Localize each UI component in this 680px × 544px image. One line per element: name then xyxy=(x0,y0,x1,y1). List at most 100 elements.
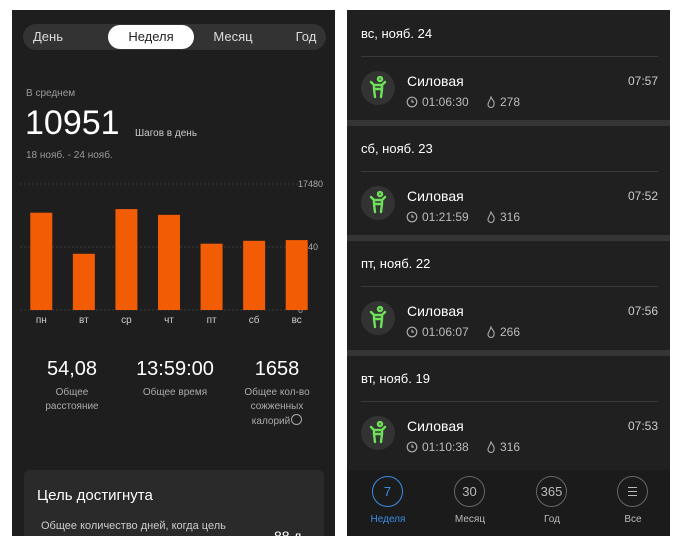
clock-face xyxy=(406,211,418,223)
icon-figure xyxy=(369,420,387,444)
menu-line xyxy=(628,491,637,492)
bar-chart: 0874017480пнвтсрчтптсбвс xyxy=(20,179,323,325)
stat-value: 54,08 xyxy=(46,358,98,380)
activity-icon xyxy=(361,71,395,105)
clock-icon xyxy=(406,326,418,338)
x-tick-label: чт xyxy=(164,315,174,325)
x-tick-label: сб xyxy=(249,314,260,325)
icon-figure xyxy=(369,305,387,329)
clock-hands xyxy=(411,444,414,448)
day-date: пт, нояб. 22 xyxy=(361,256,431,271)
calories: 316 xyxy=(500,210,521,224)
stat-label: Общее кол-во сожженных калорий xyxy=(244,387,310,427)
nav-circle: 365 xyxy=(536,476,567,507)
icon-figure xyxy=(369,75,387,99)
duration: 01:10:38 xyxy=(422,440,469,454)
icon-figure xyxy=(369,190,387,214)
info-icon xyxy=(291,414,303,425)
bottom-nav: 7 Неделя 30 Месяц 365 Год Все xyxy=(347,470,670,536)
stat-label: Общее время xyxy=(142,387,208,398)
activity-icon xyxy=(361,416,395,450)
goal-text: Общее количество дней, когда цель xyxy=(41,520,226,532)
menu-line xyxy=(628,487,637,488)
activity-time: 07:52 xyxy=(627,189,658,203)
flame xyxy=(487,96,495,108)
flame-icon xyxy=(487,96,495,108)
clock-face xyxy=(406,441,418,453)
nav-label: Год xyxy=(544,514,560,525)
calories: 266 xyxy=(500,325,521,339)
bar xyxy=(200,243,223,310)
activity-name: Силовая xyxy=(407,73,464,89)
day-date: сб, нояб. 23 xyxy=(361,141,433,156)
x-tick-label: пн xyxy=(36,315,47,325)
divider xyxy=(361,401,658,402)
duration: 01:06:30 xyxy=(422,95,469,109)
y-tick-label: 8740 xyxy=(298,242,318,252)
average-label: В среднем xyxy=(26,88,76,99)
clock-hands xyxy=(411,329,414,333)
bar xyxy=(158,214,180,310)
nav-circle: 30 xyxy=(454,476,485,507)
divider xyxy=(361,286,658,287)
tab[interactable]: Неделя xyxy=(108,25,194,49)
clock-hands xyxy=(411,99,414,103)
y-tick-label: 17480 xyxy=(298,179,323,189)
day-date: вт, нояб. 19 xyxy=(361,371,430,386)
bar xyxy=(72,253,95,310)
summary-panel: День Неделя Месяц Год В среднем 10951 Шагов в … xyxy=(12,10,335,536)
x-tick-label: пт xyxy=(207,315,217,325)
tab[interactable]: День xyxy=(33,29,63,44)
clock-icon xyxy=(406,441,418,453)
flame xyxy=(487,211,495,223)
goal-card: Цель достигнута Общее количество дней, ко… xyxy=(24,470,324,536)
x-tick-label: вт xyxy=(79,315,89,325)
clock-hands xyxy=(411,214,414,218)
nav-button[interactable]: 30 Месяц xyxy=(440,474,500,534)
flame-icon xyxy=(487,441,495,453)
nav-button[interactable]: Все xyxy=(603,474,663,534)
activity-icon xyxy=(361,301,395,335)
flame-icon xyxy=(487,326,495,338)
tab[interactable]: Месяц xyxy=(213,29,253,44)
tab-bar: День Неделя Месяц Год xyxy=(23,24,326,50)
nav-label: Все xyxy=(624,514,642,525)
bar xyxy=(243,240,266,310)
clock-face xyxy=(406,326,418,338)
activity-time: 07:56 xyxy=(627,304,658,318)
tab[interactable]: Год xyxy=(295,29,317,44)
flame xyxy=(487,441,495,453)
bar xyxy=(285,240,308,310)
clock-icon xyxy=(406,96,418,108)
stat-label: Общее расстояние xyxy=(45,387,99,412)
activity-icon xyxy=(361,186,395,220)
nav-circle: 7 xyxy=(372,476,403,507)
menu-line xyxy=(628,495,637,496)
history-panel: вс, нояб. 24 Силовая 07:57 01:06:30 278 сб, н… xyxy=(347,10,670,536)
stat-value: 1658 xyxy=(254,358,300,380)
calories: 278 xyxy=(500,95,521,109)
average-value: 10951 xyxy=(25,104,120,142)
activity-name: Силовая xyxy=(407,188,464,204)
goal-value: 88 д xyxy=(274,528,302,536)
flame-icon xyxy=(487,211,495,223)
nav-label: Неделя xyxy=(370,514,406,525)
nav-circle xyxy=(617,476,648,507)
bar xyxy=(30,212,53,310)
divider xyxy=(361,56,658,57)
duration: 01:21:59 xyxy=(422,210,469,224)
calories: 316 xyxy=(500,440,521,454)
nav-button[interactable]: 7 Неделя xyxy=(358,474,418,534)
bar xyxy=(115,209,138,310)
activity-time: 07:57 xyxy=(627,74,658,88)
stat-value: 13:59:00 xyxy=(136,358,214,380)
nav-button[interactable]: 365 Год xyxy=(522,474,582,534)
clock-icon xyxy=(406,211,418,223)
x-tick-label: вс xyxy=(292,315,302,325)
clock-face xyxy=(406,96,418,108)
divider xyxy=(361,171,658,172)
duration: 01:06:07 xyxy=(422,325,469,339)
separator xyxy=(347,350,670,356)
goal-title: Цель достигнута xyxy=(37,487,153,504)
